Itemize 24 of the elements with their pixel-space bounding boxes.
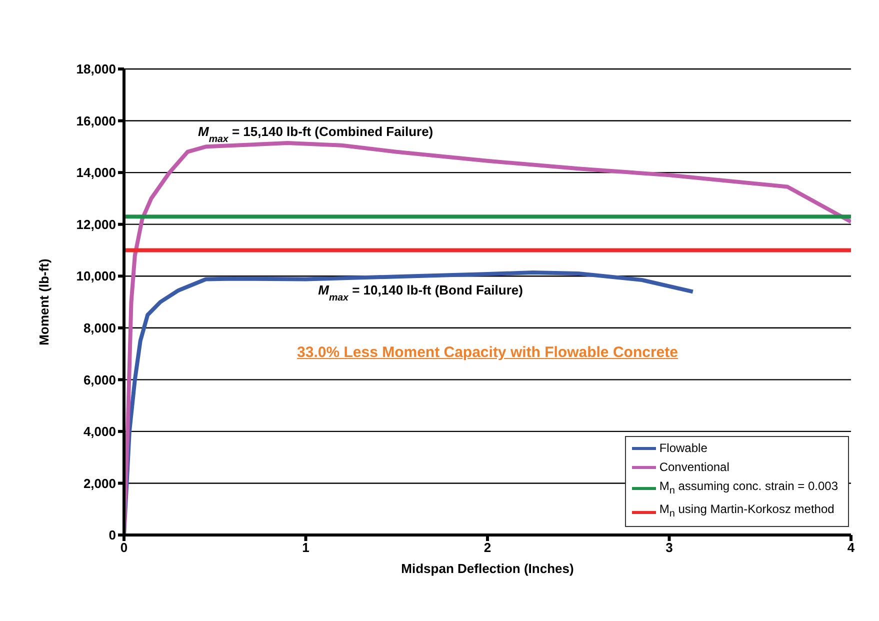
x-axis-title: Midspan Deflection (Inches) bbox=[401, 561, 574, 576]
legend-label: Conventional bbox=[659, 459, 730, 476]
y-tick-label: 12,000 bbox=[76, 216, 116, 232]
annotation: M$_{max}$ = 15,140 lb-ft (Combined Failure) bbox=[198, 124, 434, 145]
x-tick-label: 0 bbox=[120, 540, 128, 556]
y-tick-label: 4,000 bbox=[83, 424, 116, 440]
x-tick-label: 3 bbox=[666, 540, 673, 556]
y-tick-label: 0 bbox=[108, 528, 116, 543]
legend-label: Flowable bbox=[659, 440, 708, 457]
y-tick-label: 16,000 bbox=[76, 113, 116, 128]
x-tick-label: 1 bbox=[302, 540, 310, 556]
x-tick-label: 4 bbox=[847, 540, 856, 556]
x-tick-label: 2 bbox=[484, 540, 492, 556]
y-tick-label: 2,000 bbox=[83, 476, 116, 491]
annotation: M$_{max}$ = 10,140 lb-ft (Bond Failure) bbox=[318, 282, 523, 303]
annotation: 33.0% Less Moment Capacity with Flowable Concrete bbox=[296, 344, 679, 361]
legend-label: M$_{n}$ using Martin-Korkosz method bbox=[659, 501, 834, 522]
y-tick-label: 14,000 bbox=[76, 165, 116, 180]
y-axis-title: Moment (lb-ft) bbox=[36, 258, 52, 346]
y-tick-label: 8,000 bbox=[83, 320, 116, 336]
y-tick-label: 10,000 bbox=[76, 268, 116, 284]
legend-label: M$_{n}$ assuming conc. strain = 0.003 bbox=[659, 478, 838, 498]
y-tick-label: 6,000 bbox=[83, 372, 116, 388]
y-tick-label: 18,000 bbox=[76, 62, 116, 77]
